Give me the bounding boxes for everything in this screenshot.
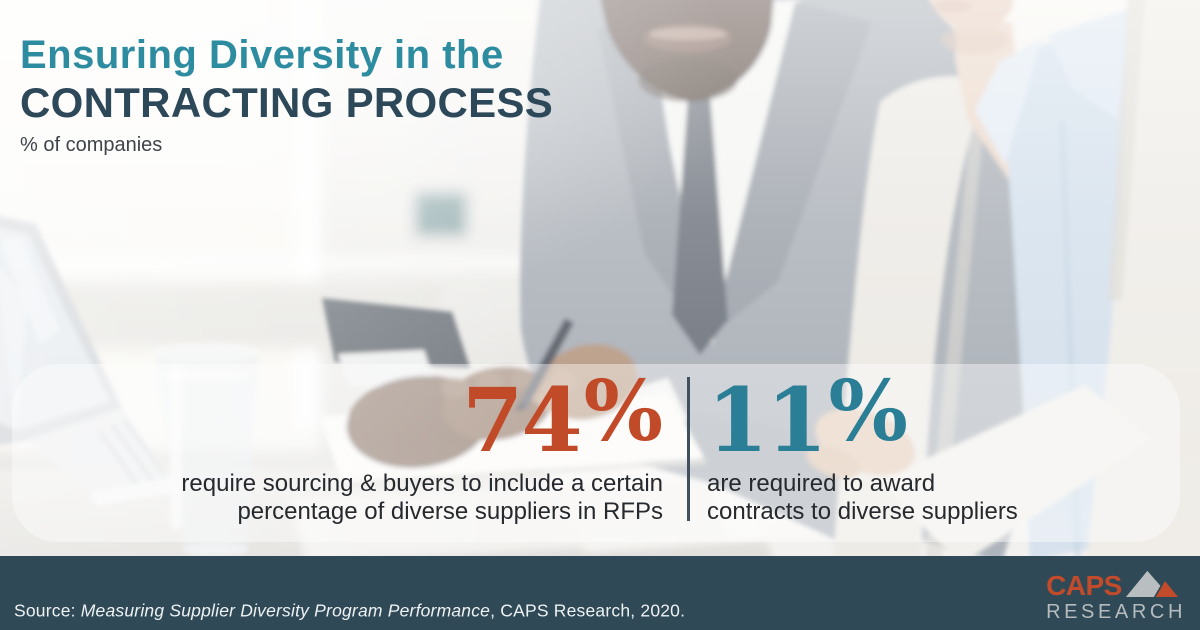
stat-right-value: 11% — [707, 369, 1167, 464]
stat-right-percent-sign: % — [828, 362, 908, 461]
stat-right-caption-line2: contracts to diverse suppliers — [707, 498, 1018, 526]
stat-left: 74% require sourcing & buyers to include… — [63, 369, 663, 527]
stat-left-percent-sign: % — [583, 362, 663, 461]
stats-panel-overlay — [12, 364, 1180, 542]
footer-bar: Source: Measuring Supplier Diversity Pro… — [0, 556, 1200, 630]
source-title: Measuring Supplier Diversity Program Per… — [80, 600, 491, 620]
stat-right-caption: are required to award contracts to diver… — [707, 470, 1167, 527]
logo-top-row: CAPS — [1046, 568, 1179, 602]
stat-right: 11% are required to award contracts to d… — [707, 369, 1167, 527]
title-line2: CONTRACTING PROCESS — [20, 79, 554, 126]
source-citation: Source: Measuring Supplier Diversity Pro… — [14, 600, 685, 621]
mountain-icon — [1125, 570, 1178, 597]
stat-divider — [687, 377, 690, 521]
stat-left-caption: require sourcing & buyers to include a c… — [63, 470, 663, 527]
subtitle: % of companies — [20, 134, 163, 157]
source-suffix: , CAPS Research, 2020. — [490, 600, 686, 620]
stat-left-caption-line1: require sourcing & buyers to include a c… — [181, 470, 663, 497]
caps-research-logo: CAPS RESEARCH — [1046, 568, 1186, 622]
logo-caps-text: CAPS — [1046, 570, 1122, 602]
header: Ensuring Diversity in the CONTRACTING PR… — [20, 32, 553, 155]
stat-right-caption-line1: are required to award — [707, 470, 936, 497]
stat-left-caption-line2: percentage of diverse suppliers in RFPs — [237, 498, 663, 526]
title-line1: Ensuring Diversity in the — [20, 33, 504, 77]
stat-left-value: 74% — [63, 369, 663, 464]
stat-right-number: 11 — [707, 368, 827, 472]
stat-left-number: 74 — [462, 368, 582, 472]
source-prefix: Source: — [14, 600, 81, 620]
logo-research-text: RESEARCH — [1046, 601, 1186, 623]
